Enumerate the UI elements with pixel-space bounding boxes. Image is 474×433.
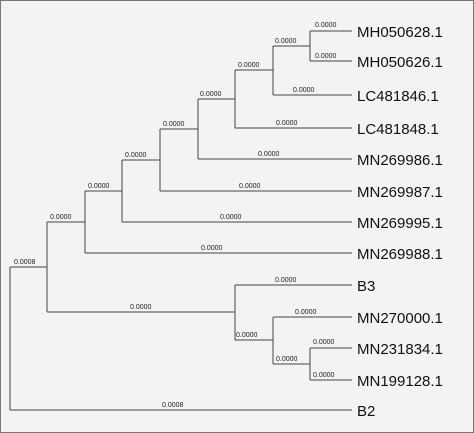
branch-length-label: 0.0000 (130, 304, 152, 311)
branch-length-label: 0.0000 (276, 356, 298, 363)
branch-length-label: 0.0000 (295, 309, 317, 316)
branch-length-label: 0.0000 (276, 120, 298, 127)
tip-label-mn199128: MN199128.1 (357, 373, 443, 390)
tip-label-mn269988: MN269988.1 (357, 246, 443, 263)
branch-length-label: 0.0000 (315, 22, 337, 29)
branch-length-label: 0.0000 (315, 53, 337, 60)
tip-label-b2: B2 (357, 403, 375, 420)
branch-length-label: 0.0000 (275, 38, 297, 45)
branch-length-label: 0.0000 (163, 121, 185, 128)
branch-length-label: 0.0000 (275, 277, 297, 284)
branch-length-label: 0.0000 (239, 183, 261, 190)
branch-length-label: 0.0000 (200, 91, 222, 98)
tip-label-mn269995: MN269995.1 (357, 215, 443, 232)
tip-label-mn269987: MN269987.1 (357, 184, 443, 201)
tip-label-lc481846: LC481846.1 (357, 88, 439, 105)
branch-length-label: 0.0000 (50, 214, 72, 221)
tip-label-mn269986: MN269986.1 (357, 152, 443, 169)
branch-length-label: 0.0000 (258, 151, 280, 158)
branch-length-label: 0.0000 (313, 372, 335, 379)
branch-length-labels: 0.0000 0.0000 0.0000 0.0000 0.0000 0.000… (14, 22, 337, 409)
branch-length-label: 0.0000 (236, 332, 258, 339)
branch-length-label: 0.0008 (14, 259, 36, 266)
tip-label-lc481848: LC481848.1 (357, 121, 439, 138)
branch-length-label: 0.0000 (88, 183, 110, 190)
branch-length-label: 0.0000 (220, 214, 242, 221)
tip-label-mn231834: MN231834.1 (357, 341, 443, 358)
tip-label-mh050628: MH050628.1 (357, 24, 443, 41)
tip-labels: MH050628.1 MH050626.1 LC481846.1 LC48184… (357, 24, 443, 420)
tip-label-mh050626: MH050626.1 (357, 54, 443, 71)
branch-length-label: 0.0000 (293, 87, 315, 94)
tip-label-mn270000: MN270000.1 (357, 310, 443, 327)
branch-length-label: 0.0000 (125, 152, 147, 159)
branch-length-label: 0.0000 (313, 339, 335, 346)
branch-length-label: 0.0000 (238, 62, 260, 69)
branch-length-label: 0.0008 (162, 402, 184, 409)
branch-length-label: 0.0000 (201, 245, 223, 252)
tree-branches (9, 30, 352, 411)
tip-label-b3: B3 (357, 278, 375, 295)
